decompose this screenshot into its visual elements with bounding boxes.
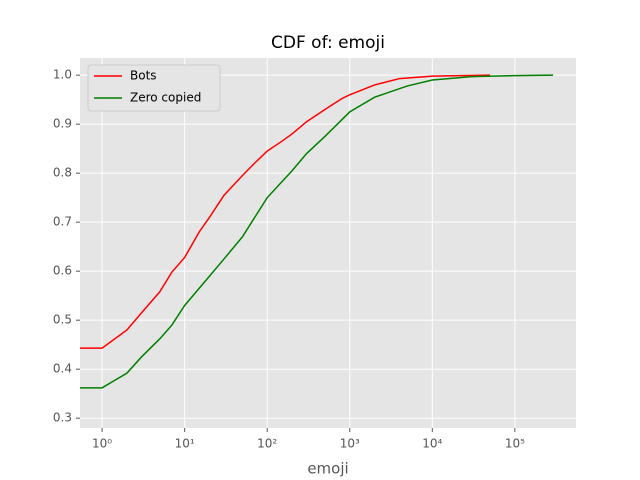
legend-label: Bots — [130, 69, 157, 83]
y-tick-label: 0.3 — [53, 411, 72, 425]
y-tick-label: 0.9 — [53, 117, 72, 131]
y-tick-label: 0.6 — [53, 264, 72, 278]
x-tick-label: 10² — [257, 437, 277, 451]
line — [80, 74, 491, 349]
line — [80, 74, 554, 389]
y-tick-label: 1.0 — [53, 68, 72, 82]
y-tick-label: 0.7 — [53, 215, 72, 229]
x-tick-label: 10⁵ — [505, 437, 525, 451]
x-tick-label: 10⁴ — [422, 437, 442, 451]
x-tick-label: 10³ — [340, 437, 360, 451]
x-axis-label: emoji — [307, 460, 348, 478]
x-tick-label: 10¹ — [175, 437, 195, 451]
chart-title: CDF of: emoji — [271, 33, 385, 53]
plot-area — [80, 58, 576, 428]
legend-label: Zero copied — [130, 91, 201, 105]
y-tick-label: 0.4 — [53, 362, 72, 376]
x-tick-label: 10⁰ — [92, 437, 112, 451]
y-tick-label: 0.5 — [53, 313, 72, 327]
y-tick-label: 0.8 — [53, 166, 72, 180]
